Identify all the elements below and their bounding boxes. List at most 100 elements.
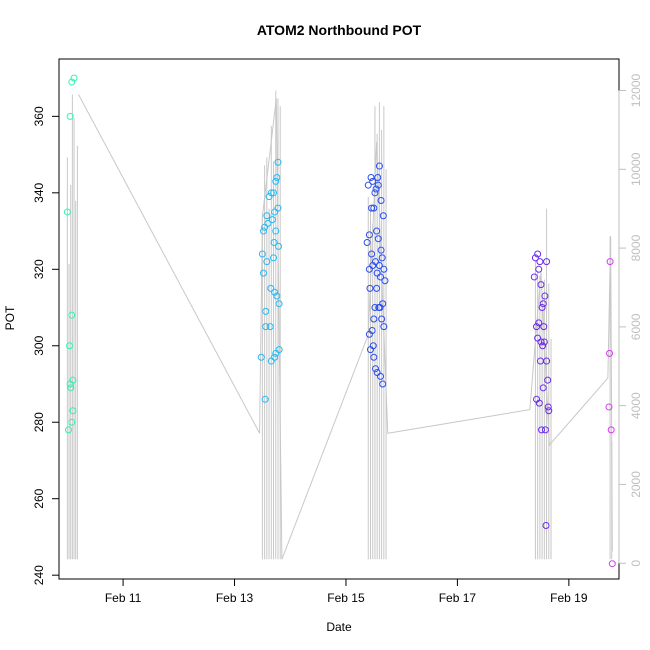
points-layer	[63, 74, 616, 568]
background-line-layer	[78, 94, 613, 560]
data-point	[370, 353, 378, 361]
data-point	[543, 258, 551, 266]
y-tick-label: 340	[32, 182, 46, 202]
data-point	[377, 246, 385, 254]
data-point	[265, 193, 273, 201]
data-point	[259, 269, 267, 277]
y2-tick-label: 2000	[629, 471, 643, 498]
data-point	[379, 212, 387, 220]
data-point	[607, 426, 615, 434]
data-point	[367, 174, 375, 182]
y2-tick-label: 12000	[629, 74, 643, 108]
data-point	[530, 273, 538, 281]
data-point	[534, 250, 542, 258]
data-point	[368, 204, 376, 212]
x-tick-label: Feb 17	[439, 591, 477, 605]
data-point	[372, 185, 380, 193]
x-tick-label: Feb 13	[216, 591, 254, 605]
data-point	[537, 281, 545, 289]
data-point	[539, 300, 547, 308]
data-point	[381, 277, 389, 285]
y-tick-label: 260	[32, 488, 46, 508]
data-point	[539, 342, 547, 350]
data-point	[364, 181, 372, 189]
y-axis-label: POT	[3, 305, 17, 330]
data-point	[536, 258, 544, 266]
data-point	[535, 265, 543, 273]
data-point	[64, 426, 72, 434]
y-tick-label: 360	[32, 106, 46, 126]
data-point	[70, 74, 78, 82]
x-tick-label: Feb 19	[550, 591, 588, 605]
data-point	[373, 227, 381, 235]
data-point	[545, 407, 553, 415]
axes-layer: 240 260 280 300 320 340 360 0 2000 4000 6000 8000 10…	[32, 58, 643, 605]
data-point	[606, 258, 614, 266]
data-point	[66, 342, 74, 350]
y2-tick-label: 0	[629, 560, 643, 567]
data-point	[270, 254, 278, 262]
data-point	[272, 177, 280, 185]
data-point	[369, 342, 377, 350]
data-point	[540, 338, 548, 346]
data-point	[371, 365, 379, 373]
data-point	[68, 78, 76, 86]
data-point	[533, 323, 541, 331]
y-tick-label: 300	[32, 335, 46, 355]
data-point	[370, 315, 378, 323]
data-point	[543, 357, 551, 365]
y2-tick-label: 4000	[629, 392, 643, 419]
x-axis-label: Date	[326, 620, 352, 634]
data-point	[370, 204, 378, 212]
data-point	[369, 177, 377, 185]
y2-tick-label: 6000	[629, 313, 643, 340]
y-tick-label: 240	[32, 565, 46, 585]
data-point	[258, 250, 266, 258]
data-point	[541, 292, 549, 300]
data-point	[262, 323, 270, 331]
data-point	[63, 208, 71, 216]
data-point	[378, 315, 386, 323]
data-point	[535, 319, 543, 327]
data-point	[275, 300, 283, 308]
data-point	[263, 212, 271, 220]
data-point	[267, 284, 275, 292]
data-point	[271, 208, 279, 216]
data-point	[371, 258, 379, 266]
data-point	[537, 338, 545, 346]
data-point	[544, 376, 552, 384]
data-point	[605, 403, 613, 411]
data-point	[368, 326, 376, 334]
data-point	[374, 235, 382, 243]
data-point	[380, 323, 388, 331]
data-point	[275, 242, 283, 250]
data-point	[368, 250, 376, 258]
data-point	[541, 426, 549, 434]
data-point	[264, 219, 272, 227]
data-point	[379, 300, 387, 308]
data-point	[68, 311, 76, 319]
data-point	[371, 304, 379, 312]
background-line	[78, 94, 613, 560]
data-point	[540, 323, 548, 331]
data-point	[373, 284, 381, 292]
data-point	[366, 284, 374, 292]
data-point	[263, 258, 271, 266]
data-point	[365, 231, 373, 239]
data-point	[538, 426, 546, 434]
data-point	[259, 227, 267, 235]
data-point	[267, 189, 275, 197]
data-point	[270, 239, 278, 247]
data-point	[544, 403, 552, 411]
data-point	[377, 196, 385, 204]
data-point	[68, 418, 76, 426]
data-point	[606, 349, 614, 357]
data-point	[271, 288, 279, 296]
data-point	[257, 353, 265, 361]
data-point	[271, 353, 279, 361]
data-point	[262, 307, 270, 315]
y2-tick-label: 10000	[629, 152, 643, 186]
data-point	[531, 254, 539, 262]
data-point	[539, 384, 547, 392]
